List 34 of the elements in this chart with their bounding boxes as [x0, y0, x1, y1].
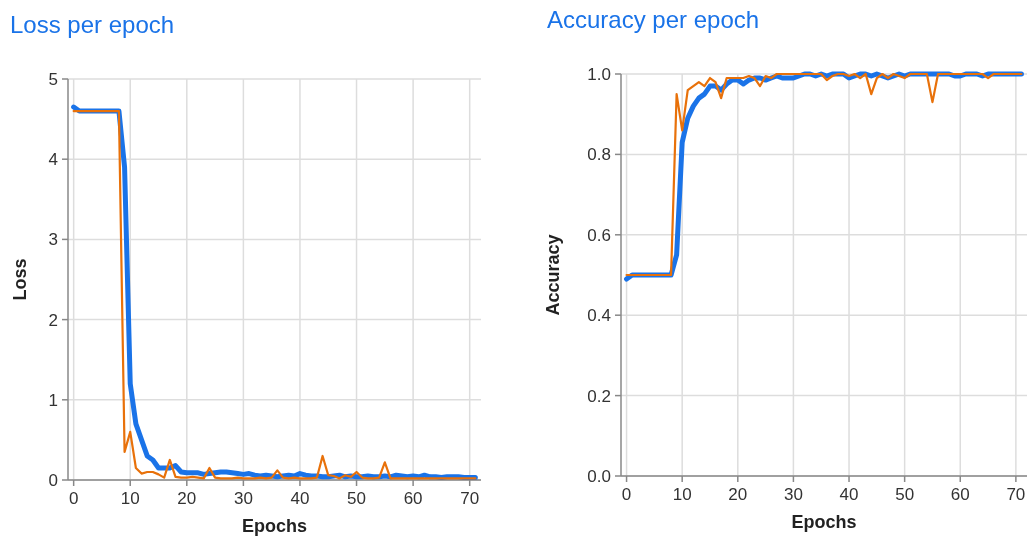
y-axis-title: Accuracy: [543, 234, 563, 316]
y-tick-label: 4: [48, 150, 58, 170]
x-tick-label: 50: [895, 485, 915, 504]
y-tick-label: 1.0: [587, 64, 611, 84]
x-tick-label: 10: [672, 485, 692, 504]
x-tick-label: 50: [347, 489, 366, 508]
x-tick-label: 0: [621, 485, 632, 504]
y-tick-label: 0.6: [587, 225, 611, 245]
x-tick-label: 20: [728, 485, 748, 504]
x-tick-label: 0: [68, 489, 79, 508]
x-tick-label: 30: [783, 485, 803, 504]
y-tick-label: 0.4: [587, 306, 611, 326]
y-tick-label: 0.0: [587, 466, 611, 486]
x-tick-label: 40: [290, 489, 310, 508]
x-tick-label: 70: [460, 489, 480, 508]
x-axis-title: Epochs: [791, 512, 857, 532]
x-tick-label: 40: [839, 485, 859, 504]
x-tick-label: 30: [233, 489, 253, 508]
y-tick-label: 2: [48, 310, 58, 330]
y-tick-label: 1: [48, 390, 58, 410]
x-tick-label: 10: [120, 489, 140, 508]
x-tick-label: 70: [1006, 485, 1026, 504]
x-axis-title: Epochs: [241, 516, 308, 536]
y-tick-label: 0.2: [587, 386, 611, 406]
x-tick-label: 60: [403, 489, 423, 508]
y-axis-title: Loss: [10, 258, 30, 301]
y-tick-label: 3: [48, 230, 58, 250]
chart-title: Loss per epoch: [10, 11, 175, 38]
chart-title: Accuracy per epoch: [547, 6, 760, 33]
x-tick-label: 60: [950, 485, 970, 504]
y-tick-label: 0.8: [587, 145, 611, 165]
y-tick-label: 0: [48, 470, 58, 490]
x-tick-label: 20: [177, 489, 197, 508]
y-tick-label: 5: [48, 69, 58, 89]
